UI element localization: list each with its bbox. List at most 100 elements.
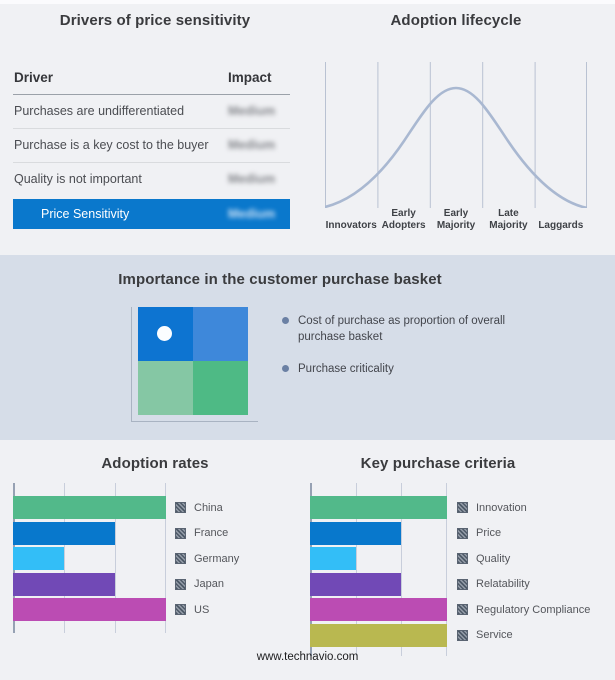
legend-item: Japan (175, 573, 239, 596)
lifecycle-curve-chart (325, 62, 587, 208)
legend-item: Relatability (457, 573, 590, 596)
bullet-dot-icon (282, 317, 289, 324)
impact-cell-blurred: Medium (228, 207, 276, 221)
hatch-swatch-icon (175, 502, 186, 513)
stage-label-early-adopters: Early Adopters (381, 208, 426, 232)
stage-label-late-majority: Late Majority (489, 208, 528, 232)
basket-band (0, 255, 615, 440)
legend-item: China (175, 496, 239, 519)
hatch-swatch-icon (457, 629, 468, 641)
legend-item: Innovation (457, 496, 590, 519)
bar-quality (310, 547, 356, 570)
driver-cell: Purchase is a key cost to the buyer (14, 138, 209, 152)
stage-label-innovators: Innovators (325, 220, 377, 232)
bullet-text: Cost of purchase as proportion of overal… (298, 315, 506, 343)
lifecycle-panel-title: Adoption lifecycle (390, 12, 522, 29)
adoption-legend: China France Germany Japan US (175, 496, 240, 624)
bullet-item: Purchase criticality (282, 362, 506, 378)
lifecycle-stage-labels: Innovators Early Adopters Early Majority… (325, 196, 587, 233)
top-strip (0, 0, 615, 4)
stage-label-early-majority: Early Majority (436, 208, 476, 232)
bar-japan (13, 572, 115, 596)
table-row: Purchase is a key cost to the buyer Medi… (13, 129, 290, 163)
legend-item: Quality (457, 547, 590, 570)
quadrant-bottom-left (138, 361, 193, 415)
driver-cell: Quality is not important (14, 172, 142, 186)
drivers-table: Driver Impact Purchases are undifferenti… (13, 62, 290, 229)
footer-url: www.technavio.com (256, 651, 359, 663)
hatch-swatch-icon (457, 578, 468, 590)
key-purchase-criteria-title: Key purchase criteria (360, 455, 516, 472)
bar-innovation (310, 496, 447, 519)
legend-label: Service (476, 629, 513, 641)
quadrant-chart (138, 307, 248, 415)
hatch-swatch-icon (175, 604, 186, 615)
bar-china (13, 496, 166, 519)
legend-item: France (175, 522, 239, 545)
table-row: Purchases are undifferentiated Medium (13, 95, 290, 129)
legend-item: Regulatory Compliance (457, 598, 591, 621)
drivers-table-header: Driver Impact (13, 62, 290, 95)
driver-cell: Price Sensitivity (41, 207, 130, 221)
gridline (446, 483, 447, 656)
quadrant-top-right (193, 307, 248, 361)
criteria-legend: Innovation Price Quality Relatability Re… (457, 496, 591, 649)
legend-label: Price (476, 527, 502, 539)
criteria-bars (310, 496, 447, 649)
hatch-swatch-icon (457, 527, 468, 539)
hatch-swatch-icon (175, 527, 186, 539)
driver-cell: Purchases are undifferentiated (14, 104, 185, 118)
legend-label: China (194, 501, 223, 514)
legend-label: Japan (194, 578, 224, 590)
bullet-text: Purchase criticality (298, 363, 394, 375)
quadrant-y-axis (131, 307, 132, 421)
gridline (64, 483, 65, 633)
bar-germany (13, 547, 64, 570)
legend-label: France (194, 527, 229, 539)
legend-label: Regulatory Compliance (476, 603, 591, 616)
bar-regulatory-compliance (310, 598, 447, 621)
column-header-driver: Driver (14, 70, 54, 85)
basket-panel-title: Importance in the customer purchase bask… (118, 271, 442, 288)
quadrant-x-axis (131, 421, 258, 422)
impact-cell-blurred: Medium (228, 172, 276, 186)
legend-label: Innovation (476, 501, 527, 514)
impact-cell-blurred: Medium (228, 104, 276, 118)
hatch-swatch-icon (175, 578, 186, 590)
legend-item: Service (457, 624, 590, 647)
bar-france (13, 521, 115, 545)
impact-cell-blurred: Medium (228, 138, 276, 152)
quadrant-top-left (138, 307, 193, 361)
adoption-rates-title: Adoption rates (101, 455, 209, 472)
legend-label: Relatability (476, 578, 530, 590)
quadrant-bottom-right (193, 361, 248, 415)
column-header-impact: Impact (228, 70, 272, 85)
drivers-panel-title: Drivers of price sensitivity (59, 12, 251, 29)
legend-item: Germany (175, 547, 240, 570)
bar-relatability (310, 572, 402, 596)
hatch-swatch-icon (457, 604, 468, 615)
hatch-swatch-icon (457, 553, 468, 564)
table-row: Quality is not important Medium (13, 163, 290, 196)
gridline (356, 483, 357, 656)
gridline (165, 483, 166, 633)
legend-label: Germany (194, 552, 240, 565)
legend-label: US (194, 603, 210, 616)
bullet-dot-icon (282, 365, 289, 372)
stage-label-laggards: Laggards (538, 220, 584, 232)
legend-label: Quality (476, 552, 511, 565)
gridline (115, 483, 116, 633)
gridline (401, 483, 402, 656)
bar-us (13, 598, 166, 621)
hatch-swatch-icon (457, 502, 468, 513)
bell-curve (325, 86, 587, 208)
bar-price (310, 521, 402, 545)
quadrant-marker-dot (157, 326, 172, 341)
legend-item: US (175, 598, 239, 621)
bullet-item: Cost of purchase as proportion of overal… (282, 314, 506, 345)
price-sensitivity-summary-row: Price Sensitivity Medium (13, 199, 290, 229)
adoption-rates-plot (13, 483, 166, 633)
criteria-plot (310, 483, 447, 656)
adoption-bars (13, 496, 166, 624)
